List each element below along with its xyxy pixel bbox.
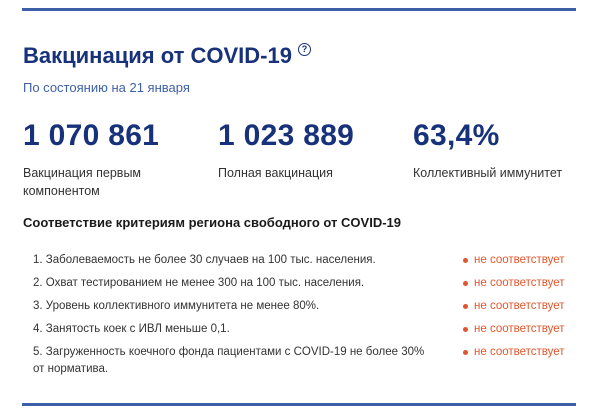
bottom-divider [22,403,576,406]
status-label: не соответствует [474,277,565,289]
criteria-text: 4. Занятость коек с ИВЛ меньше 0,1. [33,323,230,335]
stat-full-vaccination: 1 023 889 Полная вакцинация [218,118,388,182]
criteria-text: 2. Охват тестированием не менее 300 на 1… [33,277,365,289]
criteria-text: 5. Загруженность коечного фонда пациента… [33,346,425,375]
date-subtitle: По состоянию на 21 января [23,80,190,95]
title-row: Вакцинация от COVID-19 ? [23,42,311,70]
page-title: Вакцинация от COVID-19 [23,43,292,68]
criteria-row: 2. Охват тестированием не менее 300 на 1… [33,275,578,292]
status-dot-icon [463,281,468,286]
stat-label: Полная вакцинация [218,166,333,180]
status-label: не соответствует [474,300,565,312]
stat-value: 63,4% [413,119,500,152]
status-label: не соответствует [474,254,565,266]
criteria-status: не соответствует [463,298,578,315]
status-label: не соответствует [474,323,565,335]
status-label: не соответствует [474,346,565,358]
criteria-row: 4. Занятость коек с ИВЛ меньше 0,1. не с… [33,321,578,338]
criteria-text: 1. Заболеваемость не более 30 случаев на… [33,254,376,266]
criteria-row: 5. Загруженность коечного фонда пациента… [33,344,578,378]
top-divider [22,8,576,11]
help-icon[interactable]: ? [297,43,311,56]
criteria-title: Соответствие критериям региона свободног… [23,215,401,230]
status-dot-icon [463,327,468,332]
status-dot-icon [463,350,468,355]
criteria-status: не соответствует [463,275,578,292]
criteria-status: не соответствует [463,321,578,338]
criteria-row: 3. Уровень коллективного иммунитета не м… [33,298,578,315]
stat-label: Вакцинация первым компонентом [23,166,142,198]
status-dot-icon [463,258,468,263]
criteria-row: 1. Заболеваемость не более 30 случаев на… [33,252,578,269]
criteria-status: не соответствует [463,252,578,269]
stat-value: 1 023 889 [218,119,355,152]
stat-value: 1 070 861 [23,119,160,152]
stat-herd-immunity: 63,4% Коллективный иммунитет [413,118,583,182]
criteria-status: не соответствует [463,344,578,361]
criteria-text: 3. Уровень коллективного иммунитета не м… [33,300,320,312]
stat-label: Коллективный иммунитет [413,166,563,180]
status-dot-icon [463,304,468,309]
criteria-list: 1. Заболеваемость не более 30 случаев на… [33,252,578,378]
stat-first-component: 1 070 861 Вакцинация первым компонентом [23,118,163,200]
